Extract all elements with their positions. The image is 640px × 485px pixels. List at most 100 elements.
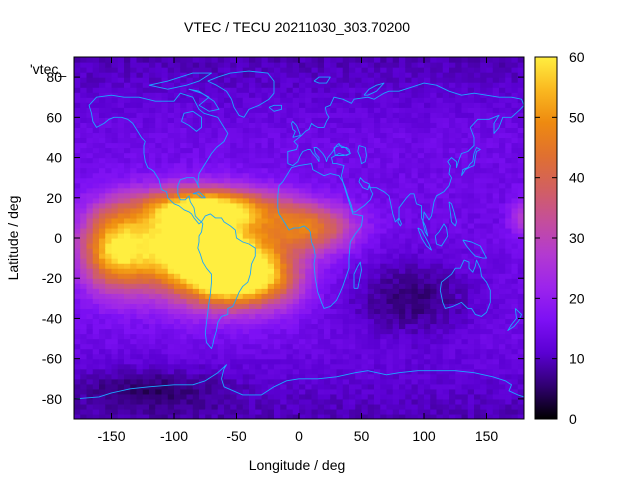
heatmap-cell bbox=[342, 162, 350, 169]
heatmap-cell bbox=[317, 378, 325, 385]
heatmap-cell bbox=[149, 162, 156, 169]
heatmap-cell bbox=[186, 72, 194, 78]
heatmap-cell bbox=[274, 167, 281, 174]
heatmap-cell bbox=[92, 217, 100, 224]
heatmap-cell bbox=[261, 333, 269, 340]
heatmap-cell bbox=[411, 343, 419, 350]
heatmap-cell bbox=[361, 278, 369, 284]
heatmap-cell bbox=[399, 328, 406, 335]
heatmap-cell bbox=[442, 217, 450, 224]
heatmap-cell bbox=[274, 253, 281, 259]
heatmap-cell bbox=[480, 172, 488, 179]
heatmap-cell bbox=[342, 348, 350, 355]
heatmap-cell bbox=[142, 278, 150, 284]
heatmap-cell bbox=[317, 87, 325, 93]
heatmap-cell bbox=[336, 358, 344, 365]
heatmap-cell bbox=[380, 77, 388, 83]
heatmap-cell bbox=[461, 57, 469, 63]
heatmap-cell bbox=[211, 403, 219, 410]
heatmap-cell bbox=[149, 308, 156, 315]
heatmap-cell bbox=[486, 192, 494, 199]
heatmap-cell bbox=[92, 117, 100, 123]
heatmap-cell bbox=[242, 107, 250, 113]
heatmap-cell bbox=[480, 167, 488, 174]
heatmap-cell bbox=[180, 137, 188, 144]
heatmap-cell bbox=[205, 278, 213, 284]
heatmap-cell bbox=[486, 212, 494, 219]
heatmap-cell bbox=[242, 167, 250, 174]
heatmap-cell bbox=[111, 408, 119, 415]
heatmap-cell bbox=[286, 207, 294, 214]
heatmap-cell bbox=[286, 217, 294, 224]
heatmap-cell bbox=[130, 92, 138, 98]
heatmap-cell bbox=[124, 278, 131, 284]
heatmap-cell bbox=[411, 398, 419, 405]
heatmap-cell bbox=[249, 87, 256, 93]
heatmap-cell bbox=[299, 182, 306, 189]
heatmap-cell bbox=[342, 82, 350, 88]
heatmap-cell bbox=[142, 413, 150, 419]
heatmap-cell bbox=[399, 117, 406, 123]
heatmap-cell bbox=[130, 197, 138, 204]
heatmap-cell bbox=[124, 212, 131, 219]
heatmap-cell bbox=[249, 408, 256, 415]
heatmap-cell bbox=[361, 333, 369, 340]
heatmap-cell bbox=[474, 162, 481, 169]
heatmap-cell bbox=[486, 323, 494, 330]
heatmap-cell bbox=[411, 238, 419, 244]
heatmap-cell bbox=[161, 182, 169, 189]
heatmap-cell bbox=[442, 222, 450, 229]
heatmap-cell bbox=[205, 358, 213, 365]
heatmap-cell bbox=[211, 222, 219, 229]
heatmap-cell bbox=[149, 137, 156, 144]
heatmap-cell bbox=[111, 77, 119, 83]
heatmap-cell bbox=[299, 303, 306, 309]
heatmap-cell bbox=[92, 373, 100, 380]
heatmap-cell bbox=[467, 112, 475, 118]
heatmap-cell bbox=[174, 393, 181, 400]
heatmap-cell bbox=[305, 358, 313, 365]
heatmap-cell bbox=[280, 97, 288, 103]
heatmap-cell bbox=[417, 152, 425, 159]
heatmap-cell bbox=[224, 383, 231, 390]
heatmap-cell bbox=[211, 373, 219, 380]
heatmap-cell bbox=[74, 253, 81, 259]
heatmap-cell bbox=[205, 348, 213, 355]
heatmap-cell bbox=[105, 112, 113, 118]
heatmap-cell bbox=[236, 408, 244, 415]
heatmap-cell bbox=[180, 243, 188, 249]
heatmap-cell bbox=[386, 172, 394, 179]
heatmap-cell bbox=[355, 127, 363, 134]
heatmap-cell bbox=[199, 298, 206, 304]
heatmap-cell bbox=[386, 323, 394, 330]
heatmap-cell bbox=[192, 298, 200, 304]
heatmap-cell bbox=[330, 97, 338, 103]
heatmap-cell bbox=[480, 117, 488, 123]
heatmap-cell bbox=[486, 348, 494, 355]
heatmap-cell bbox=[224, 207, 231, 214]
heatmap-cell bbox=[380, 393, 388, 400]
heatmap-cell bbox=[130, 383, 138, 390]
heatmap-cell bbox=[236, 393, 244, 400]
heatmap-cell bbox=[161, 112, 169, 118]
heatmap-cell bbox=[105, 197, 113, 204]
heatmap-cell bbox=[317, 97, 325, 103]
heatmap-cell bbox=[299, 263, 306, 269]
heatmap-cell bbox=[249, 92, 256, 98]
heatmap-cell bbox=[399, 112, 406, 118]
heatmap-cell bbox=[230, 177, 238, 184]
heatmap-cell bbox=[199, 207, 206, 214]
heatmap-cell bbox=[74, 378, 81, 385]
heatmap-cell bbox=[442, 263, 450, 269]
heatmap-cell bbox=[280, 157, 288, 164]
heatmap-cell bbox=[330, 288, 338, 294]
heatmap-cell bbox=[280, 243, 288, 249]
heatmap-cell bbox=[499, 212, 506, 219]
heatmap-cell bbox=[261, 258, 269, 264]
heatmap-cell bbox=[230, 243, 238, 249]
heatmap-cell bbox=[111, 112, 119, 118]
heatmap-cell bbox=[155, 157, 163, 164]
heatmap-cell bbox=[292, 243, 300, 249]
heatmap-cell bbox=[492, 67, 500, 73]
heatmap-cell bbox=[355, 358, 363, 365]
